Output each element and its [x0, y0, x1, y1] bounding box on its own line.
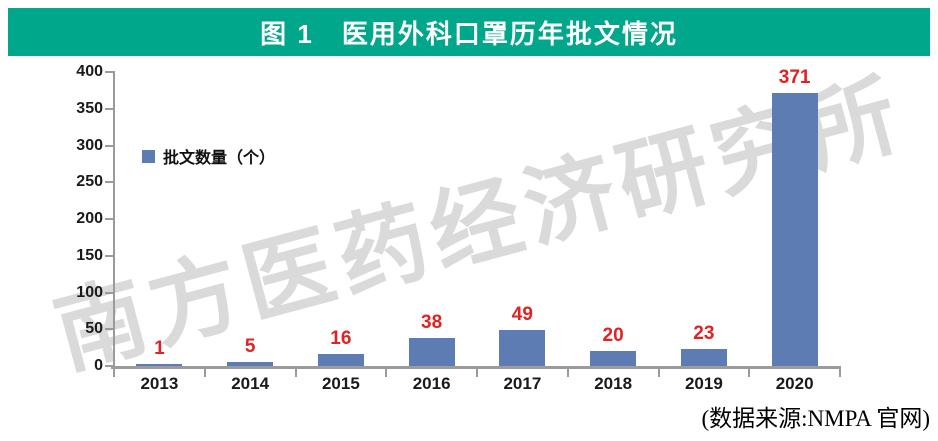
x-axis-tick [657, 366, 660, 377]
y-axis-tick-label: 150 [76, 246, 103, 264]
bar-value-label: 20 [602, 325, 624, 346]
x-axis-category-label: 2019 [684, 374, 723, 393]
x-axis-category-label: 2014 [231, 374, 270, 393]
y-axis-tick-label: 300 [76, 136, 103, 154]
x-axis-tick [566, 366, 569, 377]
x-axis-tick [385, 366, 388, 377]
x-axis-tick [294, 366, 297, 377]
y-axis-tick-label: 250 [76, 173, 103, 191]
figure-title: 图 1 医用外科口罩历年批文情况 [260, 18, 678, 49]
chart-legend: 批文数量（个） [142, 144, 275, 168]
y-axis-tick [105, 291, 114, 294]
bar-value-label: 16 [330, 328, 352, 349]
bar-value-label: 49 [511, 304, 533, 325]
bar [499, 330, 546, 366]
y-axis-tick-label: 200 [76, 210, 103, 227]
y-axis-tick-label: 0 [94, 357, 103, 374]
bar-value-label: 1 [154, 338, 165, 359]
figure-title-banner: 图 1 医用外科口罩历年批文情况 [8, 8, 930, 56]
y-axis-tick [105, 144, 114, 147]
y-axis-tick [105, 254, 114, 257]
y-axis-tick-label: 100 [76, 283, 103, 301]
y-axis-tick [105, 218, 114, 220]
x-axis-category-label: 2017 [503, 374, 542, 393]
x-axis-category-label: 2015 [321, 374, 360, 393]
bar [680, 349, 727, 366]
y-axis-tick [105, 181, 114, 184]
y-axis-tick-label: 50 [85, 320, 103, 338]
bar-value-label: 371 [778, 67, 811, 88]
bar [136, 364, 183, 366]
x-axis-category-label: 2020 [775, 374, 814, 393]
x-axis-tick [748, 366, 751, 377]
x-axis-tick [839, 366, 841, 377]
bar [771, 93, 818, 366]
y-axis-tick [105, 328, 114, 331]
legend-series-label: 批文数量（个） [163, 150, 276, 167]
x-axis-tick [113, 366, 115, 377]
x-axis-tick [476, 366, 478, 377]
x-axis-category-label: 2013 [140, 374, 179, 393]
bar [317, 354, 364, 366]
data-source-note: (数据来源:NMPA 官网) [701, 406, 930, 431]
bar [408, 338, 455, 366]
bar-value-label: 23 [693, 323, 715, 344]
x-axis-category-label: 2016 [412, 374, 451, 393]
bar-value-label: 38 [421, 312, 443, 333]
y-axis-tick [105, 107, 114, 110]
x-axis-tick [203, 366, 206, 377]
y-axis-tick-label: 400 [76, 63, 103, 80]
y-axis-tick [105, 71, 114, 73]
y-axis-line [113, 71, 115, 369]
bar [590, 351, 637, 366]
x-axis-category-label: 2018 [594, 374, 633, 393]
y-axis-tick [105, 365, 114, 367]
bar-value-label: 5 [244, 336, 256, 357]
y-axis-tick-label: 350 [76, 99, 103, 117]
legend-color-swatch [142, 149, 155, 163]
bar [227, 362, 274, 366]
